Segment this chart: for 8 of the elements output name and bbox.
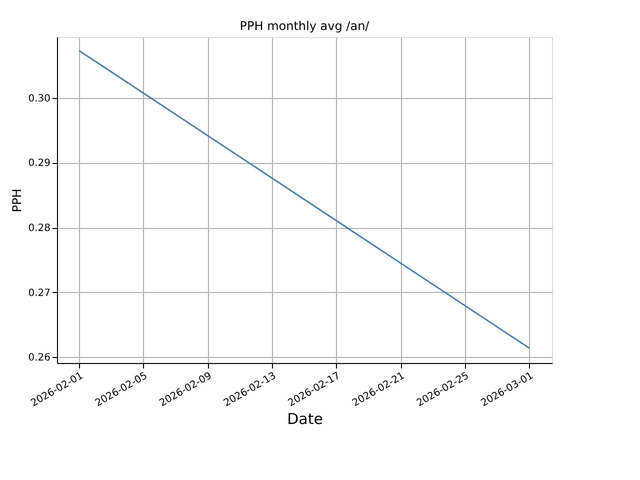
y-axis-title: PPH xyxy=(10,188,24,212)
x-axis-title: Date xyxy=(287,410,323,428)
y-tick-label: 0.29 xyxy=(28,158,50,170)
y-tick-label: 0.27 xyxy=(28,288,50,299)
y-tick-label: 0.30 xyxy=(28,93,50,104)
y-tick-label: 0.26 xyxy=(28,352,50,364)
y-tick-label: 0.28 xyxy=(28,223,50,234)
chart-title: PPH monthly avg /an/ xyxy=(240,19,370,33)
